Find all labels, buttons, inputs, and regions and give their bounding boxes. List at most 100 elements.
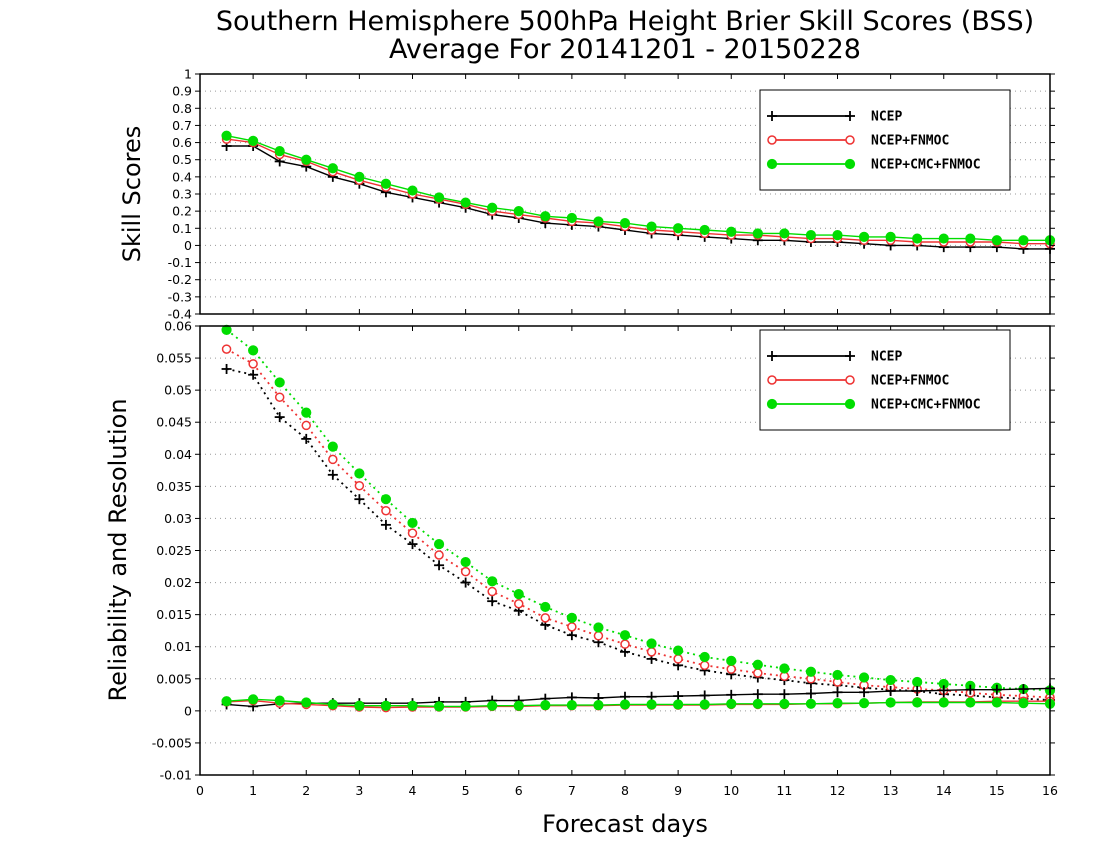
point-ncep-cmc-fnmoc [566, 212, 577, 224]
y-tick-label: -0.4 [168, 307, 192, 322]
point-ncep-fnmoc [753, 668, 763, 678]
y-tick-label: 0.8 [172, 101, 192, 116]
point-ncep-cmc-fnmoc [752, 659, 763, 670]
y-tick-label: -0.1 [168, 255, 192, 270]
point-ncep-cmc-fnmoc [460, 556, 471, 568]
point-ncep-cmc-fnmoc [221, 324, 232, 335]
point-ncep-fnmoc [460, 566, 471, 577]
x-tick-label: 13 [883, 783, 899, 798]
point-ncep [805, 688, 816, 699]
y-tick-label: -0.2 [168, 272, 192, 287]
point-ncep [248, 369, 259, 380]
y-tick-label: 0.6 [172, 135, 192, 150]
x-tick-label: 4 [409, 783, 417, 798]
point-ncep-fnmoc [354, 480, 365, 491]
point-ncep-cmc-fnmoc [965, 233, 976, 244]
x-tick-label: 8 [621, 783, 629, 798]
point-ncep-cmc-fnmoc [779, 663, 790, 674]
point-ncep-cmc-fnmoc [513, 700, 524, 711]
point-ncep-fnmoc [540, 613, 551, 623]
legend-marker [844, 398, 856, 410]
point-ncep-cmc-fnmoc [327, 699, 338, 710]
y-tick-label: 1 [184, 67, 192, 82]
point-ncep-cmc-fnmoc [832, 698, 843, 709]
point-ncep [380, 519, 391, 530]
point-ncep [221, 363, 232, 374]
point-ncep-cmc-fnmoc [513, 206, 524, 217]
legend-marker [767, 375, 777, 385]
point-ncep [327, 469, 338, 480]
reliability-resolution-panel: -0.01 -0.005 0 0.005 0.01 0.015 0.02 0.025 0.03 0… [104, 319, 1058, 799]
y-tick-label: 0.05 [164, 383, 192, 398]
point-ncep-cmc-fnmoc [301, 154, 312, 165]
legend-marker [767, 111, 777, 121]
point-ncep-cmc-fnmoc [805, 698, 817, 709]
point-ncep [832, 687, 843, 698]
x-axis-label: Forecast days [542, 810, 708, 838]
point-ncep-cmc-fnmoc [540, 211, 551, 222]
point-ncep-cmc-fnmoc [354, 171, 365, 182]
legend-marker [767, 135, 777, 145]
y-tick-label: 0.005 [156, 671, 192, 686]
x-tick-label: 11 [776, 783, 792, 798]
point-ncep-cmc-fnmoc [221, 130, 232, 141]
y-tick-label: 0.5 [172, 152, 192, 167]
point-ncep [1018, 684, 1029, 695]
legend-marker [845, 351, 855, 361]
point-ncep-cmc-fnmoc [619, 699, 631, 710]
point-ncep [885, 685, 896, 696]
y-tick-label: 0.06 [164, 319, 192, 334]
x-tick-label: 7 [568, 783, 576, 798]
legend-label: NCEP+FNMOC [871, 134, 949, 149]
point-ncep-fnmoc [620, 639, 630, 649]
point-ncep [566, 630, 577, 641]
x-tick-label: 0 [196, 783, 204, 798]
point-ncep-cmc-fnmoc [673, 645, 684, 656]
point-ncep-cmc-fnmoc [938, 697, 949, 708]
point-ncep-fnmoc [646, 647, 657, 657]
point-ncep-cmc-fnmoc [354, 468, 365, 479]
point-ncep-fnmoc [487, 586, 497, 597]
point-ncep-cmc-fnmoc [327, 163, 338, 174]
legend-label: NCEP+CMC+FNMOC [871, 158, 981, 173]
point-ncep-cmc-fnmoc [699, 224, 710, 236]
y-tick-label: 0.1 [172, 221, 192, 236]
point-ncep-fnmoc [567, 622, 577, 632]
point-ncep [912, 685, 923, 696]
point-ncep-cmc-fnmoc [991, 697, 1002, 708]
x-tick-label: 1 [249, 783, 257, 798]
point-ncep-cmc-fnmoc [407, 517, 418, 529]
point-ncep-cmc-fnmoc [646, 699, 657, 710]
point-ncep-cmc-fnmoc [779, 698, 790, 709]
point-ncep [991, 684, 1002, 695]
point-ncep-cmc-fnmoc [301, 697, 312, 708]
x-tick-label: 16 [1042, 783, 1058, 798]
y-tick-label: 0 [184, 703, 192, 718]
point-ncep-cmc-fnmoc [513, 589, 524, 600]
point-ncep-fnmoc [699, 660, 710, 671]
y-tick-label: -0.3 [168, 289, 192, 304]
x-tick-label: 5 [462, 783, 470, 798]
point-ncep-cmc-fnmoc [566, 612, 577, 623]
reliability-resolution-legend: NCEP NCEP+FNMOC NCEP+CMC+FNMOC [759, 329, 1011, 431]
point-ncep-cmc-fnmoc [354, 700, 365, 711]
point-ncep [301, 433, 312, 444]
point-ncep-cmc-fnmoc [965, 697, 976, 708]
point-ncep-cmc-fnmoc [912, 676, 923, 688]
point-ncep [460, 577, 471, 588]
point-ncep-fnmoc [726, 664, 736, 674]
legend-label: NCEP+FNMOC [871, 374, 949, 389]
point-ncep-cmc-fnmoc [487, 700, 498, 711]
point-ncep [779, 689, 790, 700]
x-axis: 0 1 2 3 4 5 6 7 8 9 10 11 12 13 14 15 16 [196, 783, 1058, 798]
point-ncep-cmc-fnmoc [593, 699, 604, 711]
point-ncep-cmc-fnmoc [991, 235, 1002, 246]
point-ncep-cmc-fnmoc [805, 230, 817, 241]
point-ncep-cmc-fnmoc [858, 672, 870, 683]
point-ncep-fnmoc [434, 550, 444, 560]
point-ncep-cmc-fnmoc [274, 377, 285, 388]
point-ncep-cmc-fnmoc [646, 638, 657, 649]
point-ncep-cmc-fnmoc [487, 576, 498, 587]
y-tick-label: 0.045 [156, 415, 192, 430]
point-ncep-cmc-fnmoc [619, 630, 631, 641]
